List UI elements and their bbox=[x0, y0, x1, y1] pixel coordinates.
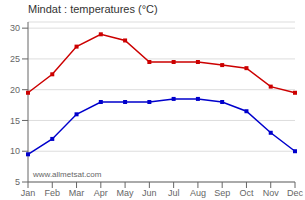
svg-text:Mar: Mar bbox=[69, 188, 85, 198]
svg-text:Sep: Sep bbox=[214, 188, 230, 198]
svg-text:Jun: Jun bbox=[142, 188, 157, 198]
svg-text:Jan: Jan bbox=[21, 188, 36, 198]
svg-text:20: 20 bbox=[10, 85, 20, 95]
svg-text:Nov: Nov bbox=[263, 188, 280, 198]
svg-text:Feb: Feb bbox=[45, 188, 61, 198]
svg-text:Oct: Oct bbox=[239, 188, 254, 198]
svg-text:Jul: Jul bbox=[168, 188, 180, 198]
svg-text:Dec: Dec bbox=[287, 188, 297, 198]
svg-text:30: 30 bbox=[10, 23, 20, 33]
svg-text:May: May bbox=[117, 188, 135, 198]
svg-text:Apr: Apr bbox=[94, 188, 108, 198]
svg-text:5: 5 bbox=[15, 177, 20, 187]
html-text:Mindat : temperatures (°C): Mindat : temperatures (°C) bbox=[28, 3, 158, 15]
svg-text:25: 25 bbox=[10, 54, 20, 64]
html-text:www.allmetsat.com: www.allmetsat.com bbox=[33, 170, 102, 179]
svg-text:15: 15 bbox=[10, 116, 20, 126]
svg-text:Aug: Aug bbox=[190, 188, 206, 198]
svg-text:10: 10 bbox=[10, 146, 20, 156]
